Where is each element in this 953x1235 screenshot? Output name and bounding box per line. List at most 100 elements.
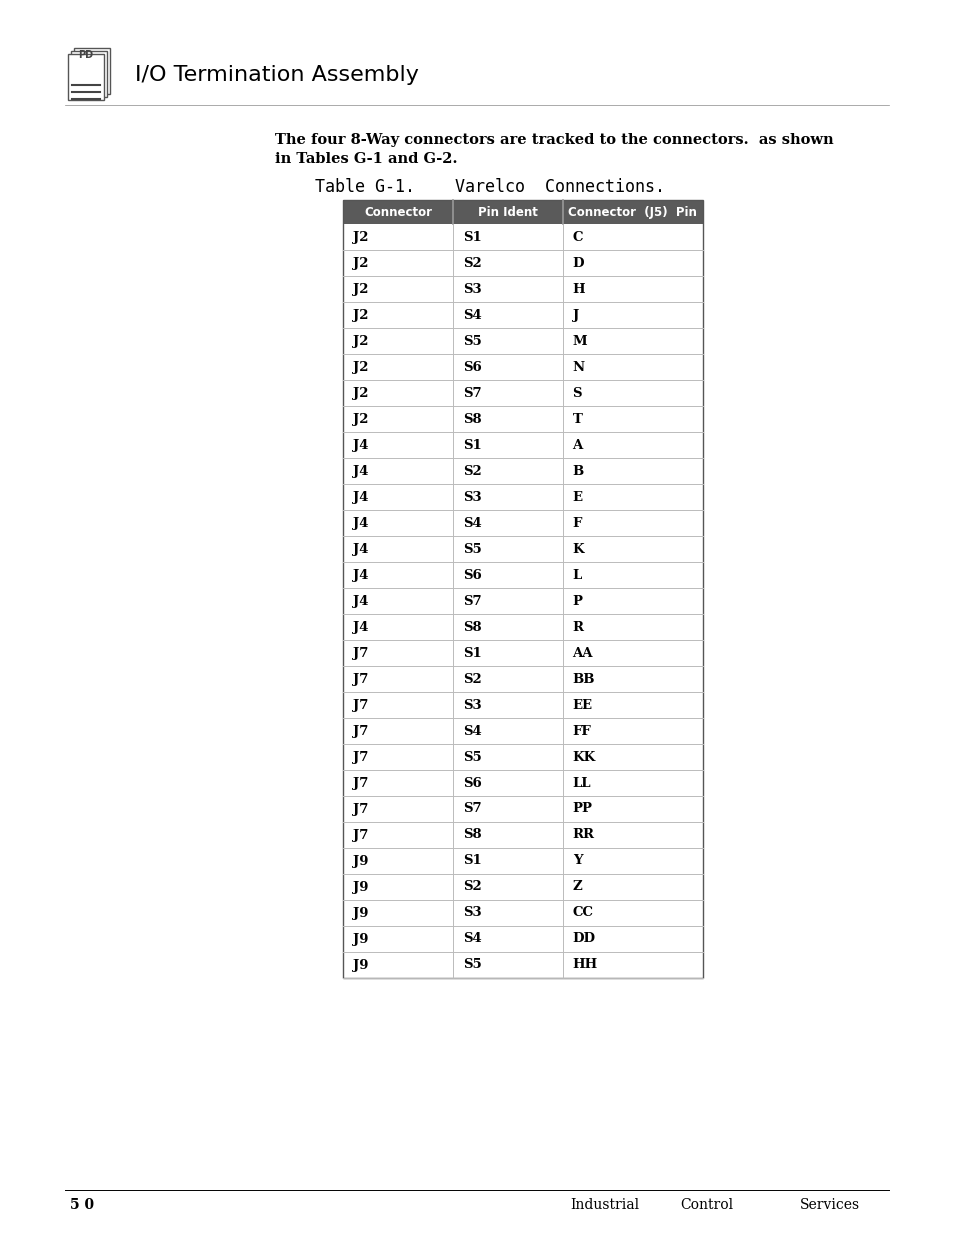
Text: Connector: Connector — [363, 205, 432, 219]
Bar — [343, 200, 702, 224]
Text: J2: J2 — [353, 283, 368, 295]
Text: R: R — [572, 620, 583, 634]
Text: FF: FF — [572, 725, 591, 737]
Bar — [343, 692, 702, 718]
Text: S3: S3 — [462, 699, 481, 711]
Text: S1: S1 — [462, 438, 481, 452]
Text: S6: S6 — [462, 361, 481, 373]
Text: S7: S7 — [462, 594, 481, 608]
Text: S4: S4 — [462, 309, 481, 321]
Text: S3: S3 — [462, 283, 481, 295]
Bar — [343, 666, 702, 692]
Text: BB: BB — [572, 673, 595, 685]
Text: S2: S2 — [462, 464, 481, 478]
Text: CC: CC — [572, 906, 593, 920]
Bar — [343, 848, 702, 874]
Text: J4: J4 — [353, 542, 368, 556]
Text: J7: J7 — [353, 751, 368, 763]
Text: J7: J7 — [353, 777, 368, 789]
Text: J2: J2 — [353, 335, 368, 347]
Text: AA: AA — [572, 646, 593, 659]
Text: S1: S1 — [462, 231, 481, 243]
Bar — [343, 952, 702, 978]
Text: J4: J4 — [353, 620, 368, 634]
Text: Z: Z — [572, 881, 581, 893]
Text: HH: HH — [572, 958, 598, 972]
Text: 5 0: 5 0 — [70, 1198, 94, 1212]
Text: J4: J4 — [353, 464, 368, 478]
Bar — [343, 823, 702, 848]
Bar — [343, 640, 702, 666]
Text: J: J — [572, 309, 578, 321]
Text: J2: J2 — [353, 231, 368, 243]
Bar — [343, 536, 702, 562]
Bar — [343, 275, 702, 303]
Text: C: C — [572, 231, 582, 243]
Text: J7: J7 — [353, 699, 368, 711]
Text: H: H — [572, 283, 584, 295]
Text: J4: J4 — [353, 516, 368, 530]
Bar — [343, 249, 702, 275]
Text: S2: S2 — [462, 881, 481, 893]
Text: L: L — [572, 568, 581, 582]
Text: in Tables G-1 and G-2.: in Tables G-1 and G-2. — [274, 152, 457, 165]
Text: S3: S3 — [462, 906, 481, 920]
Bar — [343, 406, 702, 432]
Bar — [343, 874, 702, 900]
Text: Industrial: Industrial — [569, 1198, 639, 1212]
Bar — [343, 900, 702, 926]
Bar — [343, 510, 702, 536]
Text: S: S — [572, 387, 581, 399]
Bar — [343, 354, 702, 380]
Text: J9: J9 — [353, 906, 368, 920]
Text: T: T — [572, 412, 582, 426]
Text: E: E — [572, 490, 582, 504]
Text: S8: S8 — [462, 620, 481, 634]
Text: DD: DD — [572, 932, 595, 946]
Bar — [343, 329, 702, 354]
Bar — [343, 769, 702, 797]
Bar — [343, 303, 702, 329]
Text: S8: S8 — [462, 412, 481, 426]
Text: J2: J2 — [353, 412, 368, 426]
Text: J4: J4 — [353, 490, 368, 504]
Bar — [343, 743, 702, 769]
Text: S1: S1 — [462, 646, 481, 659]
Text: J9: J9 — [353, 958, 368, 972]
Bar — [343, 432, 702, 458]
Text: B: B — [572, 464, 583, 478]
Text: S3: S3 — [462, 490, 481, 504]
Text: I/O Termination Assembly: I/O Termination Assembly — [135, 65, 418, 85]
Bar — [343, 200, 702, 978]
Text: S6: S6 — [462, 777, 481, 789]
Text: J9: J9 — [353, 881, 368, 893]
Text: J7: J7 — [353, 646, 368, 659]
Bar — [343, 458, 702, 484]
Text: LL: LL — [572, 777, 591, 789]
Text: PD: PD — [78, 49, 93, 61]
Text: J2: J2 — [353, 361, 368, 373]
Text: S4: S4 — [462, 725, 481, 737]
Text: J2: J2 — [353, 387, 368, 399]
Text: J7: J7 — [353, 829, 368, 841]
Text: D: D — [572, 257, 583, 269]
Text: J2: J2 — [353, 309, 368, 321]
Text: Y: Y — [572, 855, 581, 867]
Text: J7: J7 — [353, 725, 368, 737]
Text: S7: S7 — [462, 803, 481, 815]
Bar — [343, 614, 702, 640]
Bar — [71, 51, 107, 98]
Text: J4: J4 — [353, 594, 368, 608]
Text: Pin Ident: Pin Ident — [477, 205, 537, 219]
Text: S7: S7 — [462, 387, 481, 399]
Text: S5: S5 — [462, 542, 481, 556]
Text: J7: J7 — [353, 803, 368, 815]
Bar — [68, 54, 104, 100]
Text: J9: J9 — [353, 932, 368, 946]
Text: EE: EE — [572, 699, 592, 711]
Bar — [343, 926, 702, 952]
Bar — [343, 588, 702, 614]
Text: S5: S5 — [462, 958, 481, 972]
Text: J7: J7 — [353, 673, 368, 685]
Text: S2: S2 — [462, 257, 481, 269]
